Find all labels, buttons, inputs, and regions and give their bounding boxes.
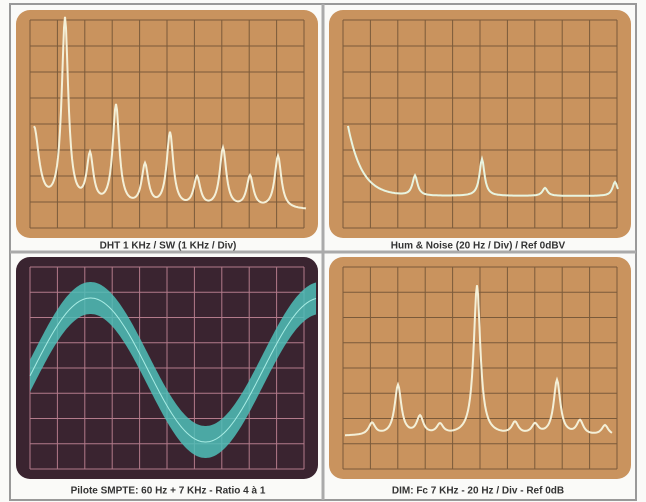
caption: Hum & Noise (20 Hz / Div) / Ref 0dBV [391,241,566,252]
caption: DHT 1 KHz / SW (1 KHz / Div) [100,241,237,252]
caption: Pilote SMPTE: 60 Hz + 7 KHz - Ratio 4 à … [71,486,266,497]
caption: DIM: Fc 7 KHz - 20 Hz / Div - Ref 0dB [392,486,564,497]
trace [347,125,619,197]
trace-band [30,282,316,458]
trace [33,16,307,210]
trace [29,297,317,443]
trace [345,285,613,437]
